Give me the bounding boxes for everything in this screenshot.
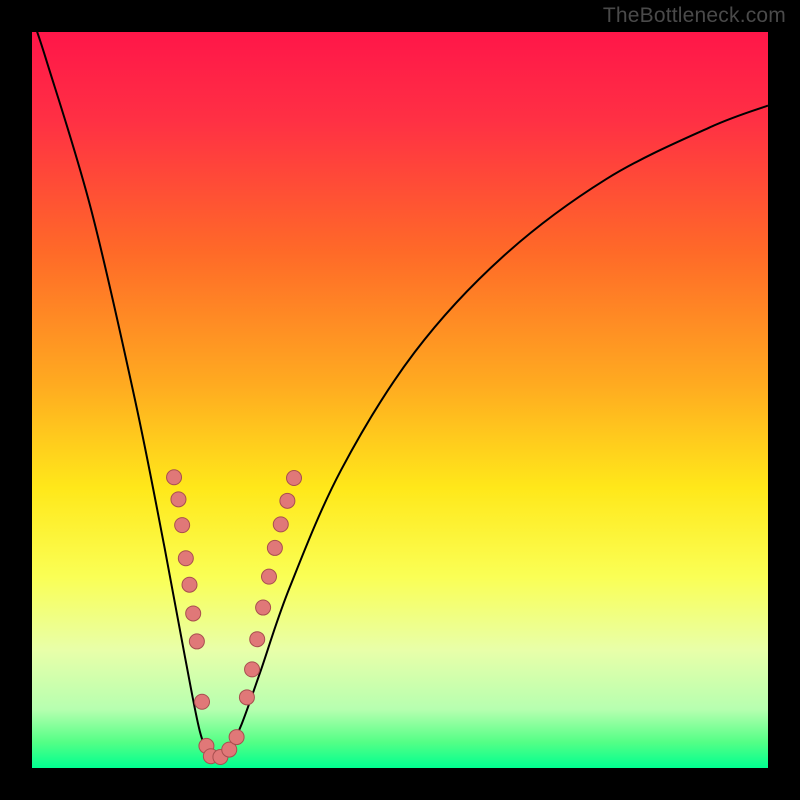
data-marker xyxy=(287,471,302,486)
data-marker xyxy=(171,492,186,507)
data-marker xyxy=(250,632,265,647)
data-marker xyxy=(186,606,201,621)
data-marker xyxy=(239,690,254,705)
data-marker xyxy=(280,493,295,508)
data-marker xyxy=(256,600,271,615)
data-marker xyxy=(189,634,204,649)
data-marker xyxy=(273,517,288,532)
plot-area xyxy=(32,32,768,768)
data-marker xyxy=(229,730,244,745)
data-marker xyxy=(261,569,276,584)
data-marker xyxy=(267,540,282,555)
data-marker xyxy=(167,470,182,485)
data-marker xyxy=(178,551,193,566)
data-marker xyxy=(182,577,197,592)
bottleneck-curve xyxy=(32,32,768,768)
data-marker xyxy=(175,518,190,533)
stage: TheBottleneck.com xyxy=(0,0,800,800)
watermark-text: TheBottleneck.com xyxy=(603,4,786,28)
data-marker xyxy=(195,694,210,709)
data-marker xyxy=(245,662,260,677)
